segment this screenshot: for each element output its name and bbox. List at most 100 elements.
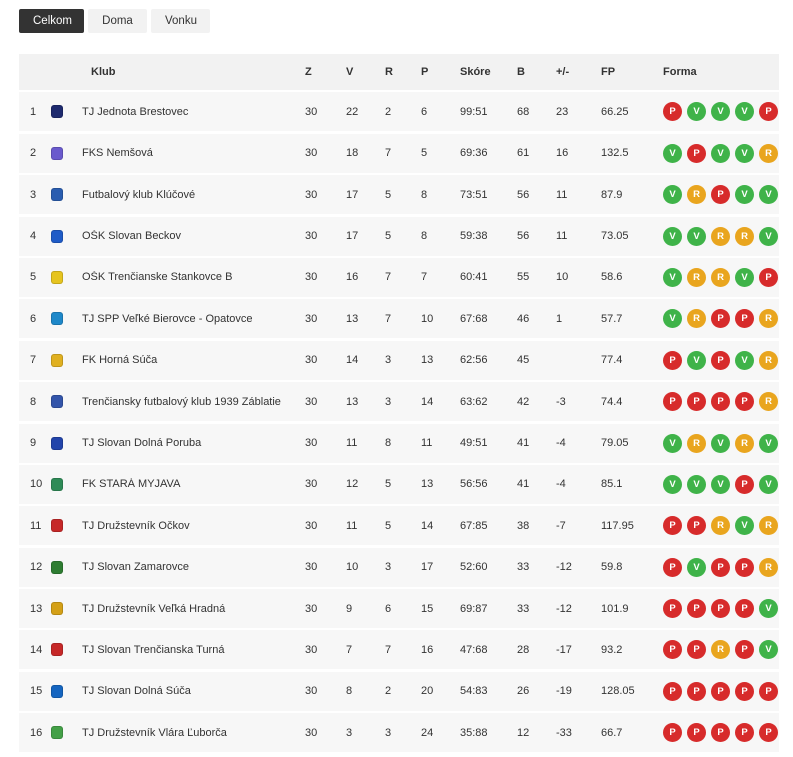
header-pm[interactable]: +/- [556,66,570,78]
header-p[interactable]: P [421,66,429,78]
form-badge[interactable]: R [735,226,754,246]
club-name[interactable]: TJ Slovan Zamarovce [82,561,189,574]
form-badge[interactable]: R [687,433,706,453]
form-badge[interactable]: P [663,350,682,370]
form-badge[interactable]: R [759,143,778,163]
form-badge[interactable]: V [687,474,706,494]
form-badge[interactable]: R [759,350,778,370]
table-row[interactable]: 9 TJ Slovan Dolná Poruba 30 11 8 11 49:51 41 -4 7… [19,423,779,463]
club-name[interactable]: TJ Družstevník Vlára Ľuborča [82,726,227,739]
form-badge[interactable]: R [759,557,778,577]
form-badge[interactable]: V [735,350,754,370]
club-name[interactable]: FK Horná Súča [82,354,158,367]
form-badge[interactable]: V [663,185,682,205]
form-badge[interactable]: P [663,640,682,660]
form-badge[interactable]: P [687,143,706,163]
table-row[interactable]: 13 TJ Družstevník Veľká Hradná 30 9 6 15 69:87… [19,589,779,629]
form-badge[interactable]: V [759,433,778,453]
form-badge[interactable]: V [687,102,706,122]
form-badge[interactable]: R [759,392,778,412]
form-badge[interactable]: V [711,433,730,453]
table-row[interactable]: 14 TJ Slovan Trenčianska Turná 30 7 7 16 47:68… [19,630,779,670]
form-badge[interactable]: P [735,557,754,577]
form-badge[interactable]: P [663,599,682,619]
header-club[interactable]: Klub [91,66,116,78]
form-badge[interactable]: V [759,185,778,205]
form-badge[interactable]: V [735,267,754,287]
header-score[interactable]: Skóre [460,66,491,78]
form-badge[interactable]: R [711,516,730,536]
header-r[interactable]: R [385,66,393,78]
table-row[interactable]: 1 TJ Jednota Brestovec 30 22 2 6 99:51 68 23 66.2… [19,92,779,132]
form-badge[interactable]: P [711,185,730,205]
form-badge[interactable]: R [759,309,778,329]
table-row[interactable]: 8 Trenčiansky futbalový klub 1939 Záblati… [19,382,779,422]
club-name[interactable]: TJ Slovan Dolná Poruba [82,437,202,450]
table-row[interactable]: 2 FKS Nemšová 30 18 7 5 69:36 61 16 132.5 V P V V R [19,133,779,173]
form-badge[interactable]: P [663,392,682,412]
form-badge[interactable]: V [759,640,778,660]
form-badge[interactable]: P [687,516,706,536]
header-b[interactable]: B [517,66,525,78]
form-badge[interactable]: R [711,640,730,660]
form-badge[interactable]: P [663,102,682,122]
tab-vonku[interactable]: Vonku [151,9,210,33]
form-badge[interactable]: V [735,185,754,205]
header-z[interactable]: Z [305,66,312,78]
form-badge[interactable]: R [687,309,706,329]
form-badge[interactable]: V [759,226,778,246]
club-name[interactable]: TJ Družstevník Veľká Hradná [82,602,226,615]
table-row[interactable]: 12 TJ Slovan Zamarovce 30 10 3 17 52:60 33 -12 59… [19,547,779,587]
form-badge[interactable]: V [735,516,754,536]
form-badge[interactable]: V [711,143,730,163]
club-name[interactable]: OŠK Slovan Beckov [82,230,182,243]
form-badge[interactable]: P [711,681,730,701]
form-badge[interactable]: V [663,309,682,329]
tab-doma[interactable]: Doma [88,9,147,33]
form-badge[interactable]: P [759,102,778,122]
table-row[interactable]: 6 TJ SPP Veľké Bierovce - Opatovce 30 13 7 10… [19,299,779,339]
form-badge[interactable]: V [735,102,754,122]
form-badge[interactable]: P [711,723,730,743]
table-row[interactable]: 16 TJ Družstevník Vlára Ľuborča 30 3 3 24 35:8… [19,713,779,753]
club-name[interactable]: TJ Slovan Trenčianska Turná [82,643,225,656]
form-badge[interactable]: V [687,226,706,246]
table-row[interactable]: 15 TJ Slovan Dolná Súča 30 8 2 20 54:83 26 -19 12… [19,671,779,711]
table-row[interactable]: 10 FK STARÁ MYJAVA 30 12 5 13 56:56 41 -4 85.1 V V V… [19,464,779,504]
table-row[interactable]: 11 TJ Družstevník Očkov 30 11 5 14 67:85 38 -7 11… [19,506,779,546]
form-badge[interactable]: P [735,309,754,329]
form-badge[interactable]: P [663,557,682,577]
form-badge[interactable]: P [735,681,754,701]
table-row[interactable]: 7 FK Horná Súča 30 14 3 13 62:56 45 77.4 P V P V R [19,340,779,380]
club-name[interactable]: FKS Nemšová [82,147,153,160]
form-badge[interactable]: V [759,599,778,619]
form-badge[interactable]: P [687,681,706,701]
header-v[interactable]: V [346,66,354,78]
form-badge[interactable]: R [687,185,706,205]
club-name[interactable]: FK STARÁ MYJAVA [82,478,181,491]
form-badge[interactable]: P [711,350,730,370]
form-badge[interactable]: P [687,723,706,743]
club-name[interactable]: TJ Jednota Brestovec [82,105,189,118]
club-name[interactable]: TJ Družstevník Očkov [82,519,190,532]
form-badge[interactable]: V [663,226,682,246]
form-badge[interactable]: P [735,599,754,619]
form-badge[interactable]: P [711,557,730,577]
form-badge[interactable]: P [759,723,778,743]
form-badge[interactable]: R [735,433,754,453]
form-badge[interactable]: R [759,516,778,536]
form-badge[interactable]: V [687,350,706,370]
form-badge[interactable]: V [663,433,682,453]
form-badge[interactable]: P [663,723,682,743]
form-badge[interactable]: V [663,474,682,494]
form-badge[interactable]: V [663,267,682,287]
club-name[interactable]: TJ Slovan Dolná Súča [82,685,191,698]
form-badge[interactable]: V [687,557,706,577]
form-badge[interactable]: P [735,474,754,494]
form-badge[interactable]: R [687,267,706,287]
tab-celkom[interactable]: Celkom [19,9,84,33]
form-badge[interactable]: P [735,723,754,743]
club-name[interactable]: Trenčiansky futbalový klub 1939 Záblatie [82,395,281,408]
form-badge[interactable]: P [687,640,706,660]
form-badge[interactable]: V [735,143,754,163]
